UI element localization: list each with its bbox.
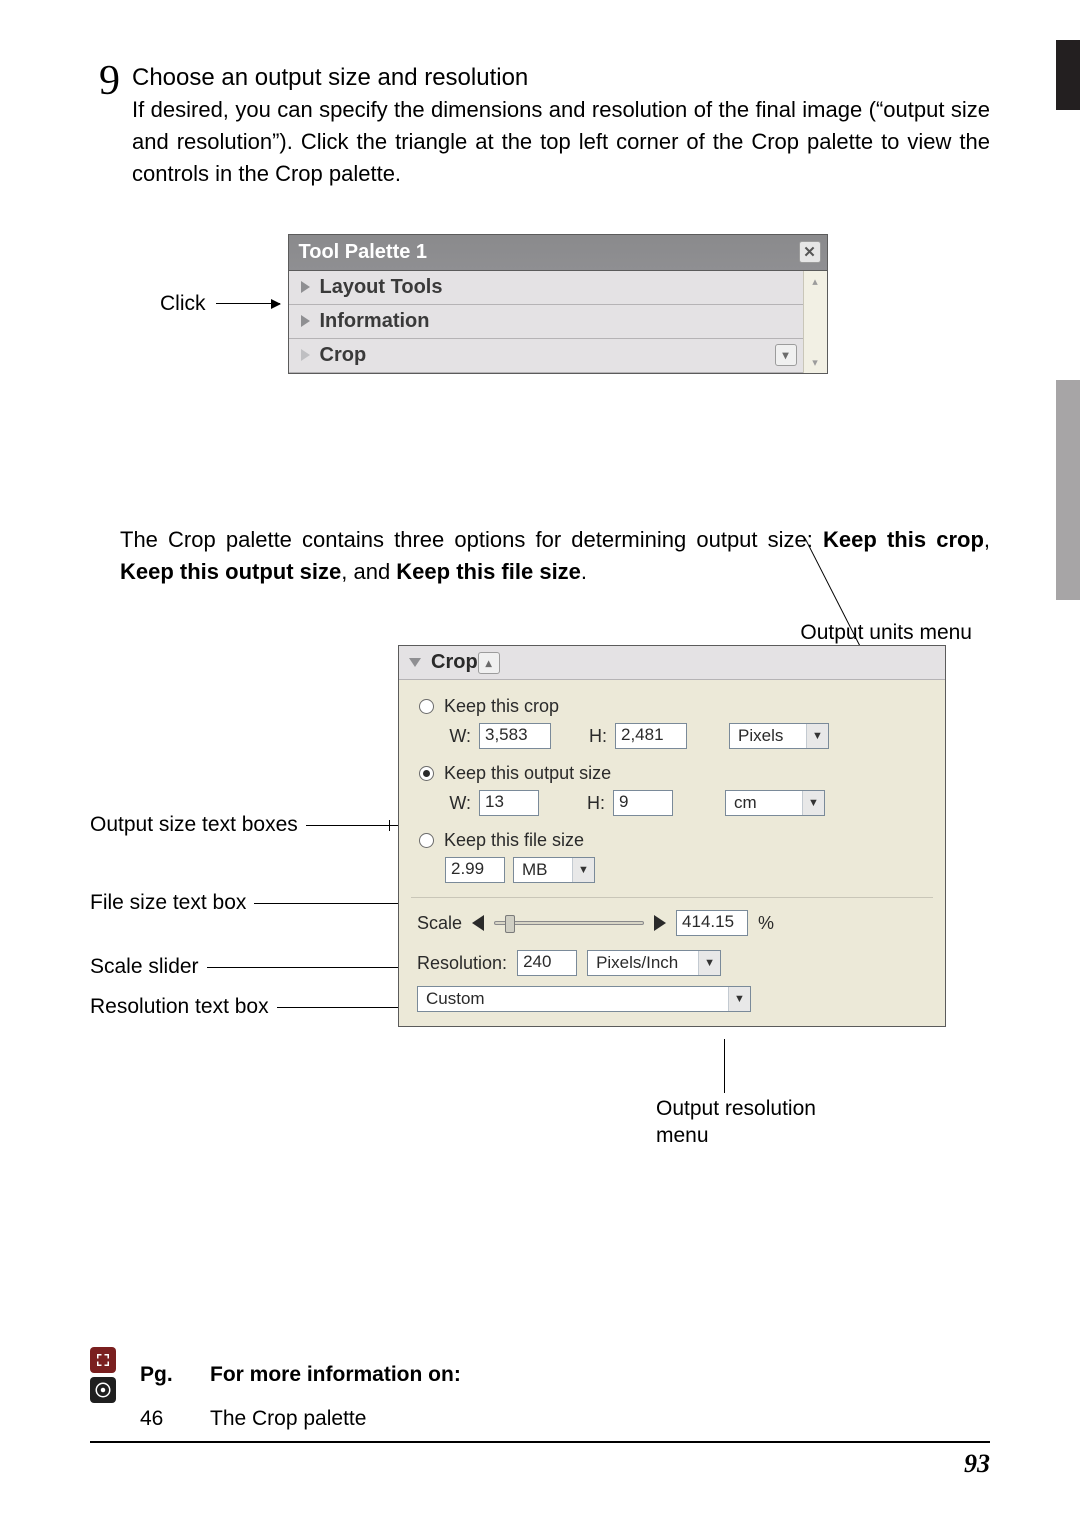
resolution-units-select[interactable]: Pixels/Inch ▼ [587,950,721,976]
divider [411,897,933,898]
preset-value: Custom [418,987,728,1011]
figure-crop-palette: Output units menu Output size text boxes… [90,633,990,1143]
radio-keep-file-size[interactable] [419,833,434,848]
arrow-to-crop [216,303,280,304]
row-information[interactable]: Information [289,305,803,339]
tool-palette-titlebar: Tool Palette 1 ✕ [289,235,827,271]
resolution-input[interactable]: 240 [517,950,577,976]
radio-keep-this-crop[interactable] [419,699,434,714]
resolution-row: Resolution: 240 Pixels/Inch ▼ [417,950,933,976]
file-size-units-value: MB [514,858,572,882]
chevron-right-icon [301,315,310,327]
callout-file-size-box: File size text box [90,891,390,915]
crop-palette-panel: Crop ▴ Keep this crop W: 3,583 H: 2,481 [398,645,946,1027]
chevron-right-icon [301,349,310,361]
reference-header-row: Pg. For more information on: [90,1347,990,1403]
tool-palette-window: Tool Palette 1 ✕ Layout Tools Informatio… [288,234,828,374]
step-title: Choose an output size and resolution [132,64,990,92]
callout-output-res-menu: Output resolution menu [656,1095,816,1150]
row-layout-tools-label: Layout Tools [320,276,443,299]
h-label: H: [579,793,605,814]
option-keep-file-size-label: Keep this file size [444,830,584,851]
crop-width-input[interactable]: 3,583 [479,723,551,749]
preset-select[interactable]: Custom ▼ [417,986,751,1012]
resolution-label: Resolution: [417,953,507,974]
triangle-right-icon[interactable] [654,915,666,931]
page-footer: Pg. For more information on: 46 The Crop… [90,1347,990,1479]
pg-header: Pg. [140,1363,190,1387]
scroll-up-icon[interactable]: ▴ [812,275,818,288]
row-layout-tools[interactable]: Layout Tools [289,271,803,305]
info-header: For more information on: [210,1363,461,1387]
scrollbar[interactable]: ▴ ▾ [803,271,827,373]
slider-thumb[interactable] [505,915,515,933]
callout-scale-slider: Scale slider [90,955,390,979]
crop-units-value: Pixels [730,724,806,748]
row-information-label: Information [320,310,430,333]
output-height-input[interactable]: 9 [613,790,673,816]
tool-icon [90,1347,116,1373]
crop-height-input[interactable]: 2,481 [615,723,687,749]
chevron-down-icon: ▼ [802,791,824,815]
crop-units-select[interactable]: Pixels ▼ [729,723,829,749]
page-number: 93 [90,1449,990,1479]
option-keep-this-crop[interactable]: Keep this crop [419,696,933,717]
row-crop[interactable]: Crop ▾ [289,339,803,373]
option-keep-file-size[interactable]: Keep this file size [419,830,933,851]
radio-keep-output-size[interactable] [419,766,434,781]
file-size-input[interactable]: 2.99 [445,857,505,883]
callout-resolution-box: Resolution text box [90,995,390,1019]
step-block: 9 Choose an output size and resolution I… [90,60,990,190]
scale-slider[interactable] [494,921,644,925]
chevron-down-icon: ▼ [572,858,594,882]
w-label: W: [445,793,471,814]
right-margin-tab-dark [1056,40,1080,110]
file-size-units-select[interactable]: MB ▼ [513,857,595,883]
right-margin-tab-grey [1056,380,1080,600]
collapse-up-icon[interactable]: ▴ [478,652,500,674]
output-units-value: cm [726,791,802,815]
option-keep-output-size-label: Keep this output size [444,763,611,784]
figure-tool-palette: Click Tool Palette 1 ✕ Layout Tools In [90,234,990,374]
collapse-down-icon[interactable]: ▾ [775,344,797,366]
scale-value-input[interactable]: 414.15 [676,910,748,936]
option-keep-this-crop-label: Keep this crop [444,696,559,717]
tool-palette-title: Tool Palette 1 [299,241,428,264]
scale-unit-label: % [758,913,774,934]
leader-output-res-menu [724,1039,725,1093]
output-units-select[interactable]: cm ▼ [725,790,825,816]
triangle-left-icon[interactable] [472,915,484,931]
step-number: 9 [90,60,120,102]
chevron-right-icon [301,281,310,293]
resolution-units-value: Pixels/Inch [588,951,698,975]
ref-topic: The Crop palette [210,1407,366,1431]
output-width-input[interactable]: 13 [479,790,539,816]
step-description: If desired, you can specify the dimensio… [132,94,990,190]
scroll-down-icon[interactable]: ▾ [812,356,818,369]
bullseye-icon [90,1377,116,1403]
w-label: W: [445,726,471,747]
row-crop-label: Crop [320,344,367,367]
footer-rule [90,1441,990,1443]
crop-options-paragraph: The Crop palette contains three options … [90,524,990,588]
ref-page-number: 46 [140,1407,190,1431]
option-keep-output-size[interactable]: Keep this output size [419,763,933,784]
crop-palette-header[interactable]: Crop ▴ [399,646,945,680]
callout-output-size-boxes: Output size text boxes [90,813,390,837]
h-label: H: [581,726,607,747]
scale-label: Scale [417,913,462,934]
chevron-down-icon [409,658,421,667]
page: 9 Choose an output size and resolution I… [0,0,1080,1529]
close-icon[interactable]: ✕ [799,241,821,263]
scale-slider-row: Scale 414.15 % [417,910,933,936]
crop-palette-title: Crop [431,651,478,674]
chevron-down-icon: ▼ [698,951,720,975]
click-label: Click [160,292,206,316]
chevron-down-icon: ▼ [806,724,828,748]
chevron-down-icon: ▼ [728,987,750,1011]
